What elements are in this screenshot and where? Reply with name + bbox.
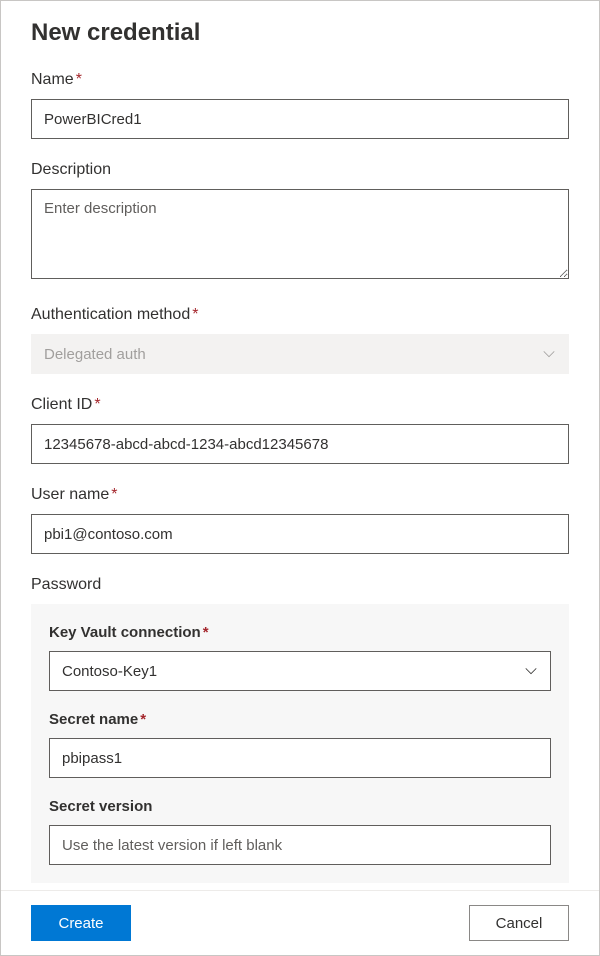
- auth-method-label-text: Authentication method: [31, 306, 190, 323]
- password-section: Key Vault connection* Contoso-Key1 Secre…: [31, 604, 569, 883]
- user-name-label-text: User name: [31, 486, 109, 503]
- name-field: Name*: [31, 71, 569, 139]
- page-title: New credential: [31, 19, 569, 47]
- required-asterisk: *: [76, 71, 82, 88]
- secret-name-label: Secret name*: [49, 711, 551, 728]
- client-id-label-text: Client ID: [31, 396, 92, 413]
- client-id-label: Client ID*: [31, 396, 569, 414]
- new-credential-panel: New credential Name* Description Authent…: [0, 0, 600, 956]
- create-button[interactable]: Create: [31, 905, 131, 941]
- chevron-down-icon: [542, 347, 556, 361]
- user-name-field: User name*: [31, 486, 569, 554]
- description-field: Description: [31, 161, 569, 284]
- password-label: Password: [31, 576, 569, 594]
- description-label: Description: [31, 161, 569, 179]
- name-label: Name*: [31, 71, 569, 89]
- secret-name-field: Secret name*: [49, 711, 551, 778]
- panel-body: New credential Name* Description Authent…: [1, 1, 599, 890]
- keyvault-value: Contoso-Key1: [62, 663, 157, 680]
- secret-name-input[interactable]: [49, 738, 551, 778]
- client-id-field: Client ID*: [31, 396, 569, 464]
- required-asterisk: *: [203, 624, 209, 641]
- chevron-down-icon: [524, 664, 538, 678]
- auth-method-field: Authentication method* Delegated auth: [31, 306, 569, 374]
- name-label-text: Name: [31, 71, 74, 88]
- required-asterisk: *: [94, 396, 100, 413]
- keyvault-label-text: Key Vault connection: [49, 624, 201, 641]
- auth-method-select: Delegated auth: [31, 334, 569, 374]
- password-field: Password Key Vault connection* Contoso-K…: [31, 576, 569, 883]
- secret-version-field: Secret version: [49, 798, 551, 865]
- secret-version-label: Secret version: [49, 798, 551, 815]
- cancel-button[interactable]: Cancel: [469, 905, 569, 941]
- secret-name-label-text: Secret name: [49, 711, 138, 728]
- user-name-input[interactable]: [31, 514, 569, 554]
- secret-version-input[interactable]: [49, 825, 551, 865]
- keyvault-field: Key Vault connection* Contoso-Key1: [49, 624, 551, 691]
- description-textarea[interactable]: [31, 189, 569, 279]
- keyvault-select[interactable]: Contoso-Key1: [49, 651, 551, 691]
- required-asterisk: *: [192, 306, 198, 323]
- client-id-input[interactable]: [31, 424, 569, 464]
- required-asterisk: *: [140, 711, 146, 728]
- panel-footer: Create Cancel: [1, 890, 599, 955]
- user-name-label: User name*: [31, 486, 569, 504]
- keyvault-label: Key Vault connection*: [49, 624, 551, 641]
- auth-method-value: Delegated auth: [44, 346, 146, 363]
- name-input[interactable]: [31, 99, 569, 139]
- auth-method-label: Authentication method*: [31, 306, 569, 324]
- required-asterisk: *: [111, 486, 117, 503]
